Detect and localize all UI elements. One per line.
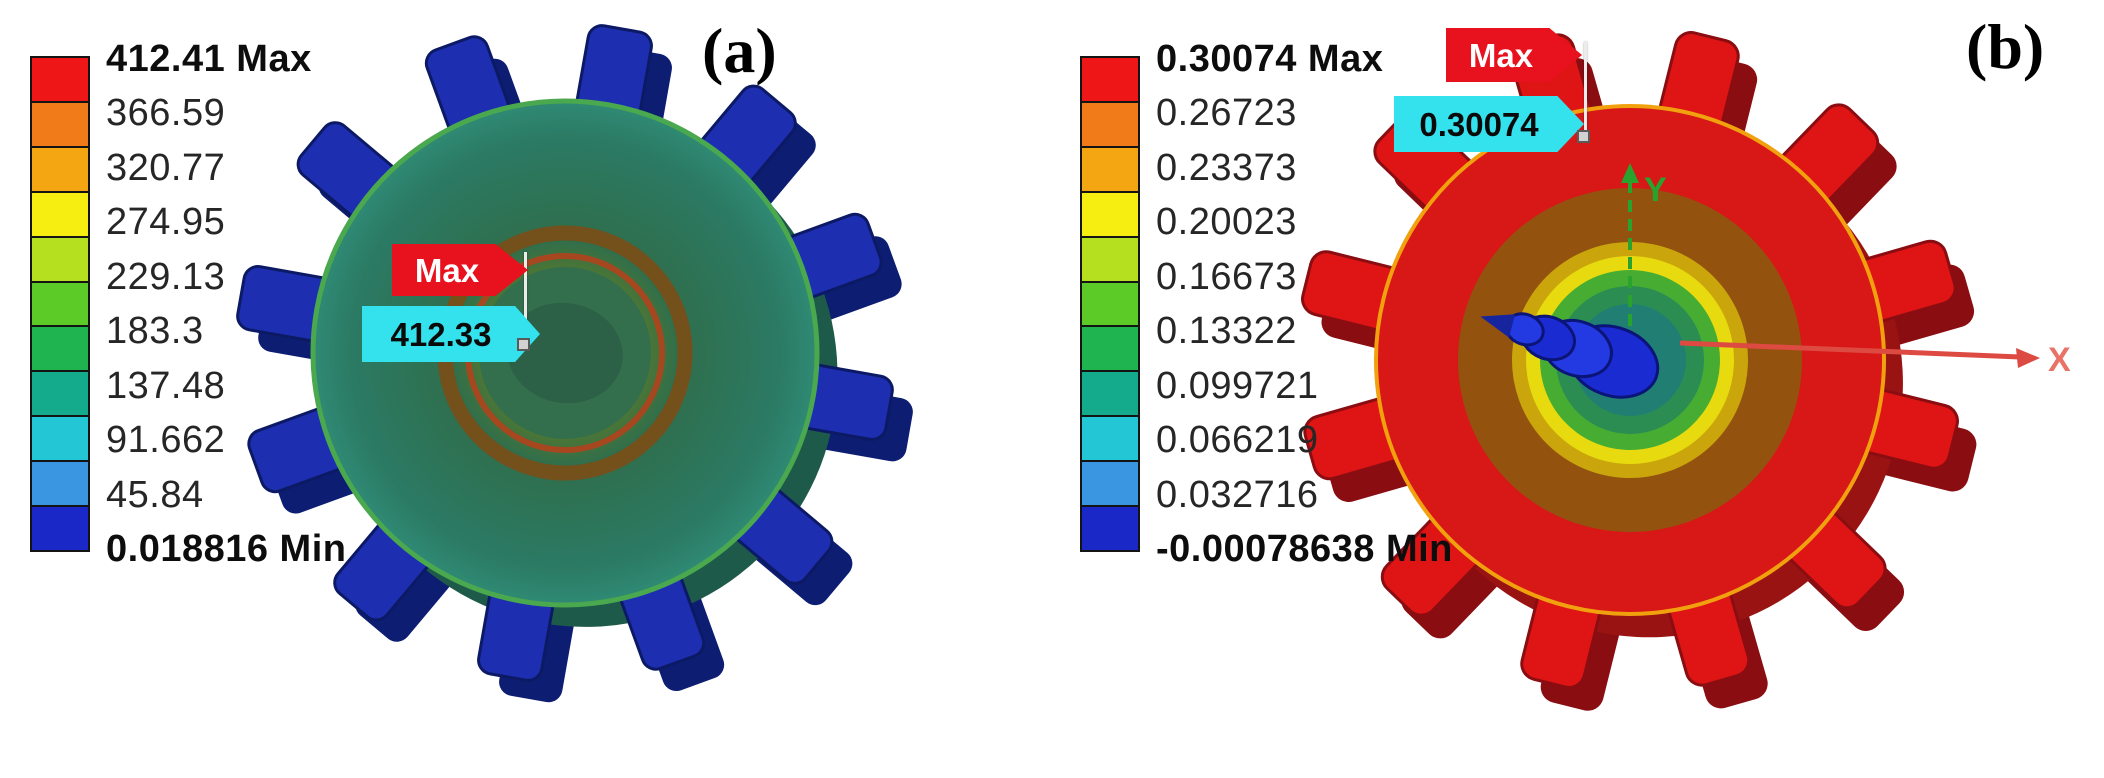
legend-value: 0.066219 [1156, 419, 1319, 462]
legend-color-band [32, 282, 88, 326]
legend-value: 183.3 [106, 310, 204, 353]
axis-x-label: X [2048, 341, 2071, 379]
legend-color-band [32, 462, 88, 506]
legend-max-value: 0.30074 Max [1156, 38, 1384, 80]
legend-labels-a: 412.41 Max 366.59 320.77 274.95 229.13 1… [106, 40, 346, 568]
max-flag-a: Max [392, 244, 528, 296]
legend-color-band [1082, 417, 1138, 461]
legend-color-band [32, 327, 88, 371]
max-leader-line-a [524, 252, 527, 346]
probe-marker-a [517, 338, 530, 351]
axis-x-arrow [2016, 348, 2040, 368]
legend-color-band [1082, 507, 1138, 550]
color-legend-b: 0.30074 Max 0.26723 0.23373 0.20023 0.16… [1080, 40, 1453, 568]
coordinate-triad: Y X [1621, 163, 2071, 379]
probe-marker-b [1577, 130, 1590, 143]
legend-color-band [32, 102, 88, 146]
legend-color-band [32, 58, 88, 101]
colorbar-b [1080, 56, 1140, 552]
legend-color-band [1082, 282, 1138, 326]
legend-color-band [32, 417, 88, 461]
legend-color-band [1082, 58, 1138, 101]
deformation-contour-sprocket: Y X [1240, 5, 2071, 717]
legend-color-band [32, 237, 88, 281]
panel-label-b: (b) [1966, 11, 2045, 82]
legend-value: 0.16673 [1156, 255, 1297, 298]
legend-value: 0.23373 [1156, 146, 1297, 189]
legend-color-band [1082, 102, 1138, 146]
legend-max-value: 412.41 Max [106, 38, 312, 80]
legend-color-band [32, 147, 88, 191]
probe-value-b: 0.30074 [1419, 105, 1539, 143]
color-legend-a: 412.41 Max 366.59 320.77 274.95 229.13 1… [30, 40, 346, 568]
max-flag-b: Max [1446, 28, 1582, 82]
legend-value: 0.26723 [1156, 92, 1297, 135]
legend-min-value: -0.00078638 Min [1156, 527, 1453, 570]
legend-color-band [32, 192, 88, 236]
legend-color-band [1082, 147, 1138, 191]
legend-value: 137.48 [106, 364, 226, 407]
legend-value: 0.13322 [1156, 310, 1297, 353]
legend-value: 45.84 [106, 473, 204, 516]
legend-value: 0.032716 [1156, 473, 1319, 516]
probe-flag-b: 0.30074 [1394, 96, 1584, 152]
axis-y-label: Y [1644, 171, 1667, 209]
axis-y-arrow [1621, 163, 1639, 183]
max-flag-a-label: Max [414, 251, 480, 289]
legend-value: 274.95 [106, 201, 226, 244]
colorbar-a [30, 56, 90, 552]
legend-color-band [1082, 192, 1138, 236]
legend-color-band [1082, 237, 1138, 281]
max-leader-line-b [1584, 42, 1587, 138]
axis-x-line [1679, 340, 2021, 360]
panel-label-a: (a) [702, 15, 777, 86]
legend-color-band [1082, 462, 1138, 506]
max-flag-b-label: Max [1468, 36, 1534, 74]
shaft [1480, 312, 1660, 399]
legend-labels-b: 0.30074 Max 0.26723 0.23373 0.20023 0.16… [1156, 40, 1453, 568]
legend-color-band [32, 372, 88, 416]
legend-min-value: 0.018816 Min [106, 527, 347, 570]
legend-color-band [1082, 372, 1138, 416]
probe-flag-a: 412.33 [362, 306, 540, 362]
legend-value: 229.13 [106, 255, 226, 298]
legend-value: 0.20023 [1156, 201, 1297, 244]
probe-value-a: 412.33 [390, 315, 492, 353]
legend-value: 91.662 [106, 419, 226, 462]
legend-value: 0.099721 [1156, 364, 1319, 407]
legend-value: 366.59 [106, 92, 226, 135]
legend-color-band [32, 507, 88, 550]
legend-color-band [1082, 327, 1138, 371]
legend-value: 320.77 [106, 146, 226, 189]
